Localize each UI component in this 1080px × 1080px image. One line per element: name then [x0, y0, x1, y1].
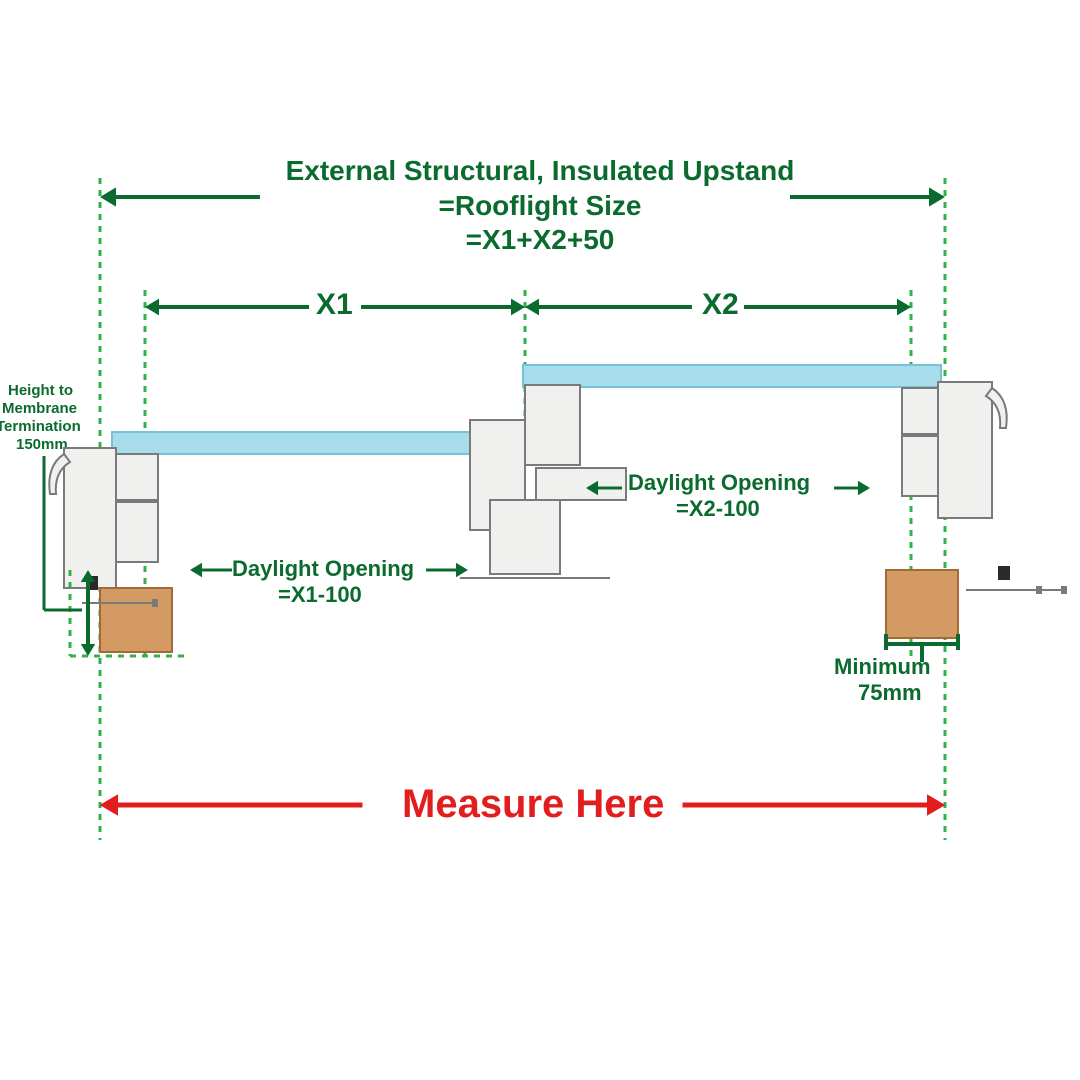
diagram-svg: [0, 0, 1080, 1080]
diagram-stage: External Structural, Insulated Upstand =…: [0, 0, 1080, 1080]
